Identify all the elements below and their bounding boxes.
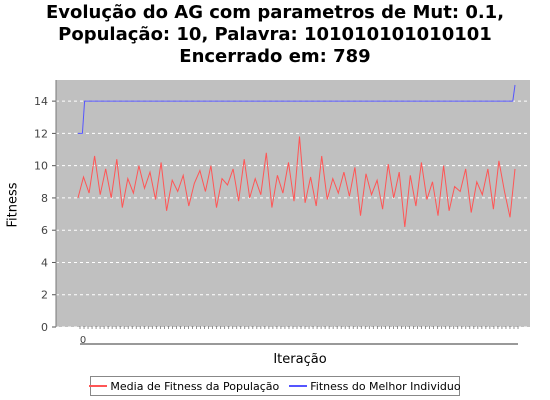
y-tick-label-2: 4 xyxy=(41,256,48,269)
legend-swatch-average xyxy=(89,385,108,387)
legend-label-average: Media de Fitness da População xyxy=(110,379,280,393)
series-line-1 xyxy=(78,84,516,134)
chart-title-line-2: População: 10, Palavra: 101010101010101 xyxy=(58,24,492,45)
y-tick-label-7: 14 xyxy=(34,95,48,108)
y-tick-label-4: 8 xyxy=(41,192,48,205)
y-tick-label-5: 10 xyxy=(34,160,48,173)
x-axis-label: Iteração xyxy=(273,352,327,367)
legend-swatch-best xyxy=(289,385,308,387)
y-axis-label: Fitness xyxy=(5,182,21,228)
x-tick-label-0: 0 xyxy=(80,335,86,346)
series-line-0 xyxy=(77,136,516,228)
y-tick-label-3: 6 xyxy=(41,224,48,237)
legend-item-average: Media de Fitness da População xyxy=(89,380,279,393)
chart-title-line-1: Evolução do AG com parametros de Mut: 0.… xyxy=(45,2,505,23)
y-tick-label-0: 0 xyxy=(41,321,48,334)
chart-title-line-3: Encerrado em: 789 xyxy=(179,46,371,67)
y-tick-label-1: 2 xyxy=(41,289,48,302)
chart-title: Evolução do AG com parametros de Mut: 0.… xyxy=(0,2,550,68)
legend-label-best: Fitness do Melhor Individuo xyxy=(310,379,461,393)
legend: Media de Fitness da População Fitness do… xyxy=(89,376,461,396)
y-tick-label-6: 12 xyxy=(34,127,48,140)
legend-item-best: Fitness do Melhor Individuo xyxy=(289,379,461,393)
plot-area xyxy=(56,80,530,327)
